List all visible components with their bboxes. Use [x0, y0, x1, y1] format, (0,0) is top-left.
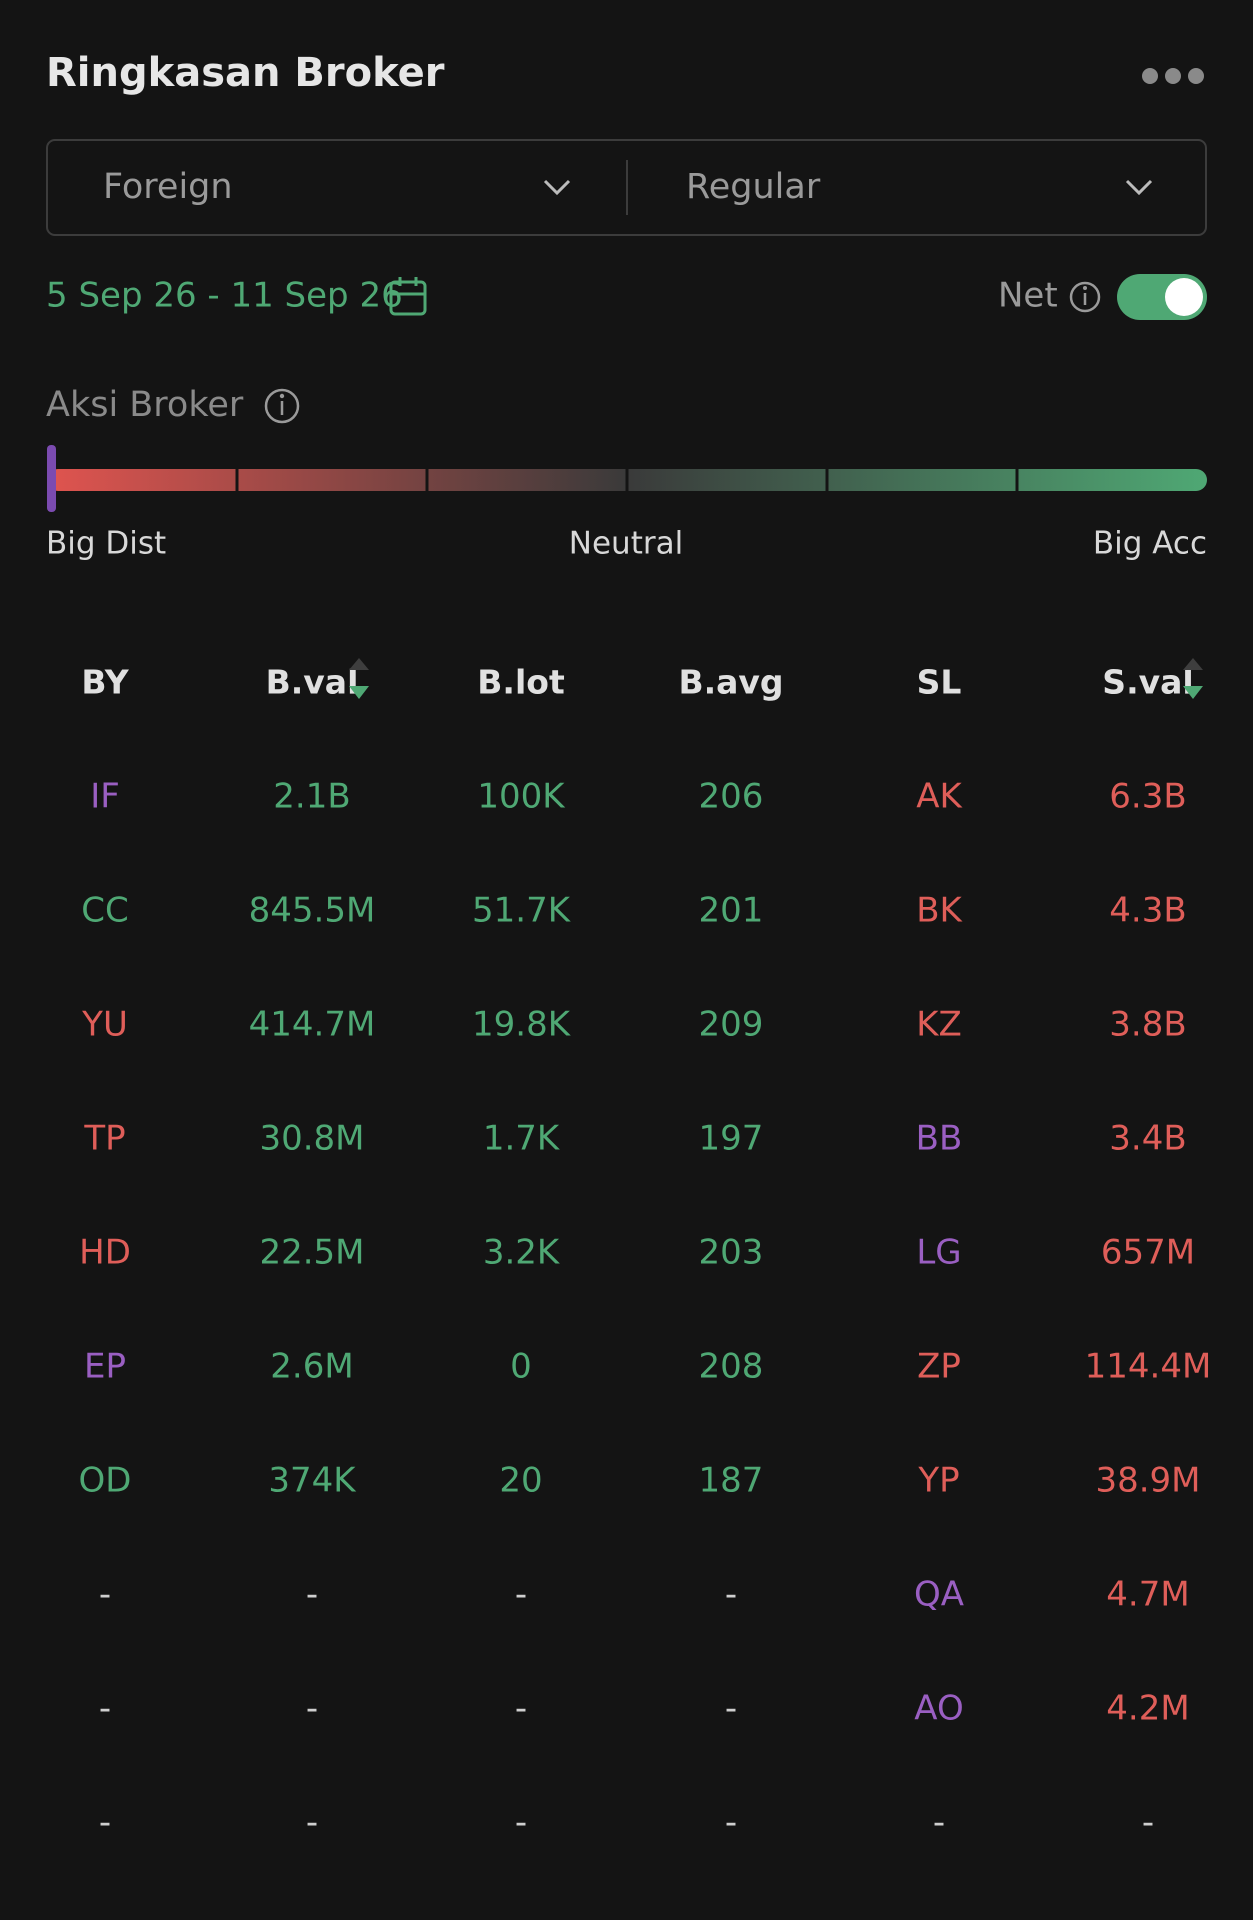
table-cell: - — [1142, 1803, 1154, 1843]
table-cell: 19.8K — [472, 1005, 572, 1045]
sort-icon[interactable] — [349, 658, 369, 670]
table-cell: 4.7M — [1106, 1575, 1189, 1615]
table-cell[interactable]: BK — [916, 891, 963, 931]
table-cell: - — [725, 1803, 737, 1843]
table-cell[interactable]: YP — [917, 1461, 959, 1501]
filter-box — [46, 139, 1207, 236]
table-cell[interactable]: HD — [79, 1233, 131, 1273]
section-title: Aksi Broker — [46, 385, 244, 425]
table-cell: 3.2K — [483, 1233, 561, 1273]
column-header: B.lot — [477, 663, 565, 702]
table-cell: - — [725, 1689, 737, 1729]
table-cell: - — [306, 1575, 318, 1615]
table-cell: 209 — [699, 1005, 764, 1045]
chevron — [1125, 179, 1153, 196]
scale-label: Big Dist — [46, 526, 166, 562]
table-cell: 3.4B — [1109, 1119, 1186, 1159]
table-cell: 374K — [268, 1461, 357, 1501]
table-cell[interactable]: EP — [84, 1347, 126, 1387]
table-cell[interactable]: YU — [81, 1005, 128, 1045]
table-cell[interactable]: ZP — [917, 1347, 961, 1387]
scale-dividers — [235, 466, 1019, 494]
sort-icon[interactable] — [1183, 686, 1203, 699]
board-dropdown[interactable]: Regular — [686, 167, 1153, 207]
table-cell: 197 — [699, 1119, 764, 1159]
chevron — [543, 179, 571, 196]
table-cell[interactable]: - — [933, 1803, 945, 1843]
table-cell: 30.8M — [259, 1119, 364, 1159]
column-header: B.avg — [678, 663, 783, 702]
table-cell: 20 — [499, 1461, 542, 1501]
table-cell[interactable]: TP — [83, 1119, 125, 1159]
market-dropdown[interactable]: Foreign — [103, 167, 571, 207]
table-cell: 206 — [699, 777, 764, 817]
table-cell: 0 — [510, 1347, 532, 1387]
info-icon[interactable] — [1069, 281, 1101, 313]
dropdown-value: Foreign — [103, 167, 233, 207]
table-cell: 203 — [699, 1233, 764, 1273]
calendar-icon[interactable] — [389, 277, 427, 316]
column-header[interactable]: B.val — [266, 663, 359, 702]
table-cell: - — [725, 1575, 737, 1615]
table-cell: - — [306, 1689, 318, 1729]
table-cell[interactable]: IF — [90, 777, 120, 817]
table-cell: 414.7M — [249, 1005, 376, 1045]
table-cell: 187 — [699, 1461, 764, 1501]
info-icon[interactable] — [264, 388, 300, 424]
table-cell[interactable]: QA — [914, 1575, 964, 1615]
table-cell[interactable]: - — [99, 1575, 111, 1615]
more-menu[interactable] — [1142, 68, 1204, 84]
table-cell: - — [306, 1803, 318, 1843]
broker-table: BY B.val B.lot B.avg SL S.val IF 2.1B 100K 206 AK 6… — [79, 658, 1212, 1843]
scale-label: Neutral — [569, 526, 683, 562]
table-cell[interactable]: BB — [916, 1119, 963, 1159]
table-cell[interactable]: LG — [916, 1233, 961, 1273]
column-header[interactable]: S.val — [1102, 663, 1193, 702]
table-cell: 4.3B — [1109, 891, 1186, 931]
table-cell: 38.9M — [1095, 1461, 1200, 1501]
table-cell: 6.3B — [1109, 777, 1186, 817]
net-toggle[interactable] — [1117, 274, 1207, 320]
table-cell: 22.5M — [259, 1233, 364, 1273]
table-cell: 51.7K — [472, 891, 572, 931]
table-cell: - — [515, 1575, 527, 1615]
scale-label: Big Acc — [1093, 526, 1207, 562]
table-cell: 4.2M — [1106, 1689, 1189, 1729]
table-cell[interactable]: CC — [81, 891, 128, 931]
table-cell[interactable]: AO — [914, 1689, 963, 1729]
table-cell: 2.6M — [270, 1347, 353, 1387]
table-cell: - — [515, 1689, 527, 1729]
sort-icon[interactable] — [349, 686, 369, 699]
column-header: BY — [81, 663, 129, 702]
table-cell[interactable]: - — [99, 1689, 111, 1729]
table-cell[interactable]: - — [99, 1803, 111, 1843]
table-cell: 100K — [477, 777, 566, 817]
table-cell[interactable]: AK — [916, 777, 963, 817]
dropdown-value: Regular — [686, 167, 821, 207]
table-cell: 3.8B — [1109, 1005, 1186, 1045]
table-cell[interactable]: OD — [79, 1461, 132, 1501]
title: Ringkasan Broker — [46, 50, 445, 96]
scale-indicator — [47, 445, 56, 512]
table-cell: 845.5M — [249, 891, 376, 931]
sort-icon[interactable] — [1183, 658, 1203, 670]
toggle-knob — [1165, 278, 1203, 316]
table-cell: 201 — [699, 891, 764, 931]
table-cell: 1.7K — [483, 1119, 561, 1159]
date-range[interactable]: 5 Sep 26 - 11 Sep 26 — [46, 276, 403, 316]
table-cell: 657M — [1101, 1233, 1195, 1273]
table-cell: 2.1B — [273, 777, 350, 817]
table-cell: 208 — [699, 1347, 764, 1387]
table-cell[interactable]: KZ — [916, 1005, 962, 1045]
table-cell: 114.4M — [1085, 1347, 1212, 1387]
table-cell: - — [515, 1803, 527, 1843]
column-header: SL — [917, 663, 962, 702]
net-label: Net — [998, 276, 1058, 316]
